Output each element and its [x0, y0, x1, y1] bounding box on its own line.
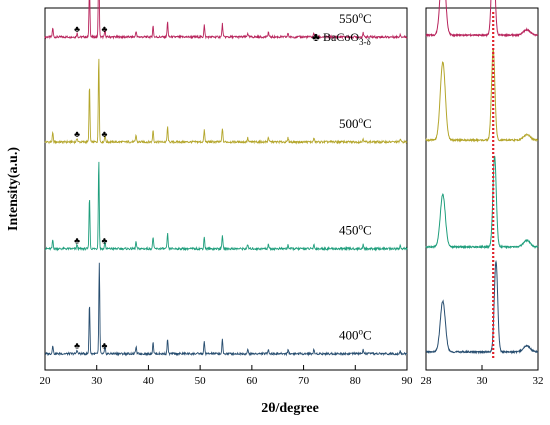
series-500: ♣ ♣ 500oC	[44, 58, 408, 145]
zoom-panel: 28 30 32	[421, 0, 544, 387]
degree-mark: o	[359, 327, 364, 337]
zoom-x-tick-label: 28	[421, 375, 433, 387]
main-trace-550	[44, 0, 408, 40]
series-450: ♣ ♣ 450oC	[44, 161, 408, 252]
degree-mark: o	[359, 222, 364, 232]
degree-mark: o	[359, 10, 364, 20]
peak-marker: ♣	[74, 129, 80, 139]
temp-unit: C	[363, 223, 372, 238]
zoom-x-tick-label: 32	[533, 375, 544, 387]
temp-unit: C	[363, 116, 372, 131]
main-x-tick-label: 40	[143, 375, 155, 387]
peak-marker: ♣	[102, 341, 108, 351]
peak-marker: ♣	[102, 129, 108, 139]
series-550: ♣ ♣ 550oC	[44, 0, 408, 40]
temp-label-500: 500oC	[339, 115, 372, 131]
peak-marker: ♣	[74, 236, 80, 246]
temp-label-550: 550oC	[339, 10, 372, 26]
temp-unit: C	[363, 11, 372, 26]
zoom-trace-450	[425, 155, 539, 250]
temp-unit: C	[363, 328, 372, 343]
zoom-trace-500	[425, 49, 539, 143]
legend-base: BaCoO	[323, 30, 359, 44]
legend: ♣ BaCoO3-δ	[312, 30, 371, 47]
zoom-trace-550	[425, 0, 539, 38]
legend-sub: 3-δ	[359, 37, 371, 47]
zoom-x-tick-label: 30	[477, 375, 489, 387]
main-trace-500	[44, 58, 408, 145]
legend-label: BaCoO3-δ	[323, 30, 371, 47]
main-trace-450	[44, 161, 408, 252]
zoom-trace-400	[425, 259, 539, 355]
peak-marker: ♣	[74, 341, 80, 351]
temp-value: 400	[339, 328, 359, 343]
main-x-tick-label: 60	[246, 375, 258, 387]
main-x-tick-label: 70	[298, 375, 310, 387]
degree-mark: o	[359, 115, 364, 125]
temp-label-450: 450oC	[339, 222, 372, 238]
temp-label-400: 400oC	[339, 327, 372, 343]
temp-value: 550	[339, 11, 359, 26]
main-x-tick-label: 80	[350, 375, 362, 387]
legend-symbol: ♣	[312, 30, 320, 44]
main-x-tick-label: 90	[402, 375, 414, 387]
x-axis-title: 2θ/degree	[261, 401, 319, 416]
y-axis-title: Intensity(a.u.)	[6, 147, 21, 231]
series-400: ♣ ♣ 400oC	[44, 262, 408, 357]
main-panel: 20 30 40 50 60 70 80 90♣ ♣550oC♣ ♣500oC♣ ♣450oC♣ ♣4…	[40, 0, 414, 387]
peak-marker: ♣	[102, 236, 108, 246]
main-x-tick-label: 50	[195, 375, 207, 387]
main-x-tick-label: 20	[40, 375, 52, 387]
main-frame	[44, 7, 408, 371]
peak-marker: ♣	[74, 24, 80, 34]
main-trace-400	[44, 262, 408, 357]
main-x-tick-label: 30	[91, 375, 103, 387]
peak-marker: ♣	[102, 24, 108, 34]
temp-value: 500	[339, 116, 359, 131]
temp-value: 450	[339, 223, 359, 238]
